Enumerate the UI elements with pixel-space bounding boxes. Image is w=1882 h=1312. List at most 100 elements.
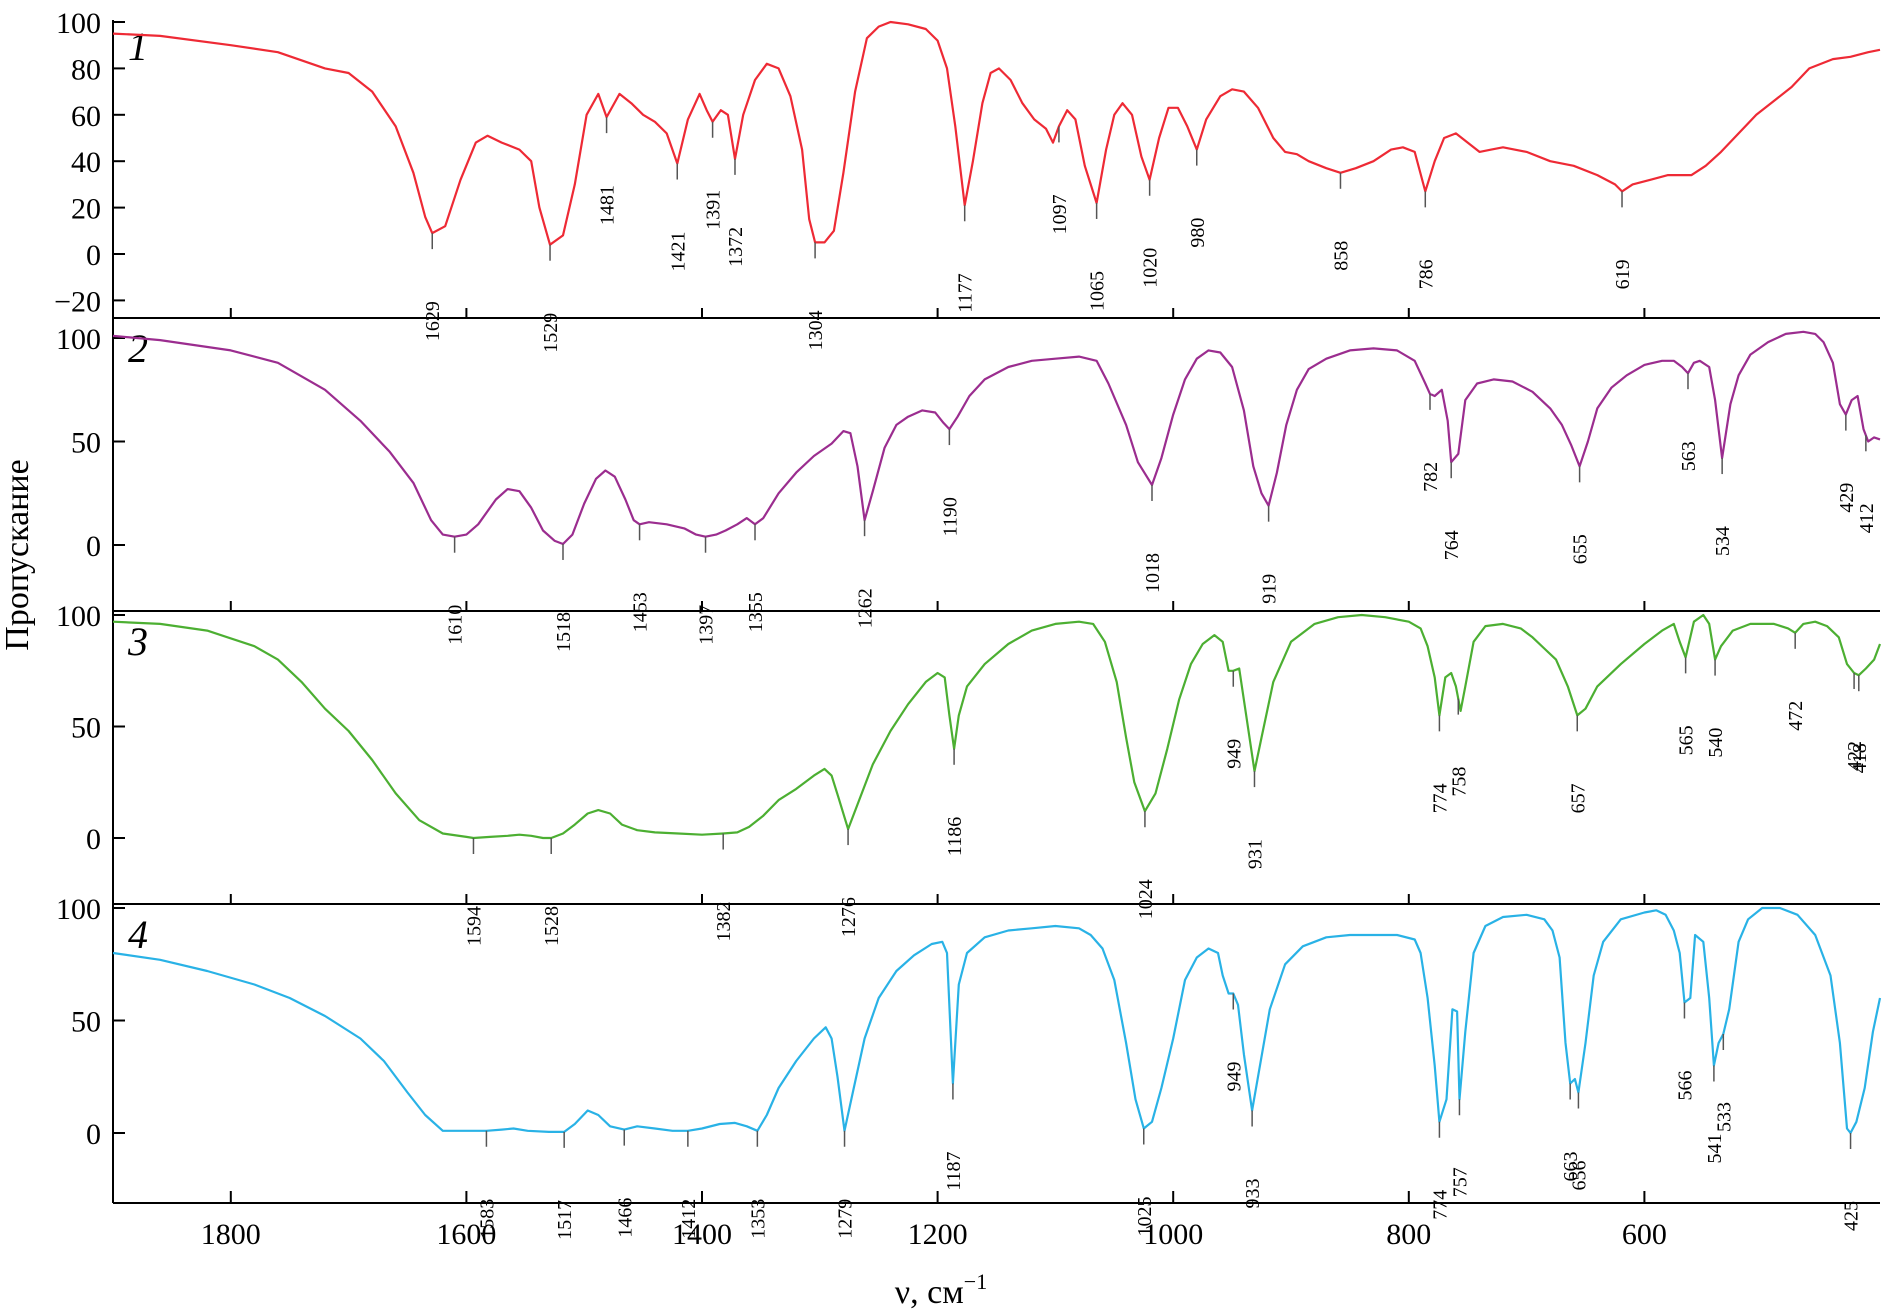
peak-label: 1024 (1135, 879, 1157, 919)
peak-label: 534 (1712, 526, 1734, 556)
peak-label: 1025 (1134, 1197, 1156, 1237)
x-tick-label: 1800 (201, 1218, 261, 1251)
x-tick-label: 800 (1386, 1218, 1431, 1251)
peak-label: 858 (1331, 241, 1353, 271)
peak-label: 1594 (464, 906, 486, 946)
peak-label: 1583 (476, 1199, 498, 1239)
peak-label: 757 (1450, 1167, 1472, 1197)
peak-label: 1353 (747, 1199, 769, 1239)
peak-label: 1421 (667, 232, 689, 272)
y-tick-label: 0 (86, 1118, 101, 1151)
peak-label: 1097 (1049, 194, 1071, 234)
x-tick-label: 600 (1622, 1218, 1667, 1251)
y-tick-label: −20 (54, 285, 101, 318)
y-tick-label: 50 (71, 712, 101, 745)
peak-label: 657 (1567, 783, 1589, 813)
spectrum-line-4 (112, 906, 1882, 1135)
peak-label: 566 (1675, 1071, 1697, 1101)
peak-label: 933 (1242, 1179, 1264, 1209)
peak-label: 758 (1448, 767, 1470, 797)
peak-label: 563 (1678, 441, 1700, 471)
y-tick-label: 100 (56, 7, 101, 40)
peak-label: 782 (1420, 462, 1442, 492)
x-tick-label: 1400 (672, 1218, 732, 1251)
y-tick-label: 50 (71, 1006, 101, 1039)
peak-label: 1481 (597, 185, 619, 225)
peak-label: 1177 (955, 273, 977, 312)
x-axis: 1800 1600 1400 1200 1000 800 600 (201, 308, 1667, 1251)
peak-label: 1382 (713, 902, 735, 942)
panel-number-label: 2 (128, 326, 148, 371)
peak-label: 541 (1704, 1134, 1726, 1164)
spectrum-line-1 (112, 20, 1881, 246)
plot-frame (112, 20, 1880, 1204)
peak-label: 540 (1705, 728, 1727, 758)
peak-label: 429 (1836, 483, 1858, 513)
peak-label: 412 (1856, 503, 1878, 533)
peak-label: 1262 (855, 588, 877, 628)
peak-label: 619 (1612, 259, 1634, 289)
x-tick-label: 1200 (908, 1218, 968, 1251)
peak-label: 1529 (540, 313, 562, 353)
peak-label: 1355 (745, 592, 767, 632)
peak-label: 1629 (422, 301, 444, 341)
peak-label: 774 (1429, 1190, 1451, 1220)
peak-label: 1276 (838, 897, 860, 937)
peak-label: 949 (1223, 1062, 1245, 1092)
panel-3: 100 50 0 3 1594 1528 1382 1276 1186 1024 949 931 774… (56, 600, 1882, 946)
peak-label: 1187 (943, 1152, 965, 1191)
peak-label: 1018 (1142, 553, 1164, 593)
peak-label: 1528 (541, 906, 563, 946)
peak-label: 425 (1841, 1201, 1863, 1231)
peak-label: 1372 (725, 227, 747, 267)
peak-label: 1517 (554, 1200, 576, 1240)
x-axis-title: ν, см−1 (895, 1269, 987, 1311)
x-axis-title-text: ν, см (895, 1274, 964, 1311)
peak-label: 1186 (944, 817, 966, 856)
peak-label: 656 (1568, 1161, 1590, 1191)
peak-label: 1391 (703, 190, 725, 230)
peak-label: 1453 (630, 592, 652, 632)
x-axis-title-superscript: −1 (964, 1269, 987, 1294)
peak-label: 949 (1223, 739, 1245, 769)
peak-label: 1397 (696, 605, 718, 645)
spectrum-line-3 (112, 613, 1882, 840)
y-tick-label: 60 (71, 100, 101, 133)
y-axis-title: Пропускание (0, 459, 36, 650)
peak-label: 1190 (939, 497, 961, 536)
peak-label: 931 (1245, 839, 1267, 869)
peak-label: 1279 (835, 1199, 857, 1239)
x-tick-label: 1600 (436, 1218, 496, 1251)
y-tick-label: 0 (86, 239, 101, 272)
peak-label: 422 (1844, 741, 1866, 771)
y-tick-label: 0 (86, 530, 101, 563)
peak-label: 764 (1441, 530, 1463, 560)
peak-label: 980 (1187, 218, 1209, 248)
peak-label: 1518 (553, 612, 575, 652)
y-tick-label: 40 (71, 146, 101, 179)
peak-label: 565 (1676, 725, 1698, 755)
y-tick-label: 100 (56, 600, 101, 633)
y-tick-label: 80 (71, 53, 101, 86)
y-tick-label: 100 (56, 893, 101, 926)
y-tick-label: 20 (71, 193, 101, 226)
peak-label: 1020 (1140, 248, 1162, 288)
panel-4: 100 50 0 4 1583 1517 1466 1412 1353 1279 1187 1025 9… (56, 893, 1882, 1240)
peak-label: 533 (1713, 1102, 1735, 1132)
peak-label: 1412 (678, 1199, 700, 1239)
y-tick-label: 100 (56, 323, 101, 356)
y-tick-label: 50 (71, 427, 101, 460)
peak-label: 1610 (445, 605, 467, 645)
peak-label: 1304 (805, 310, 827, 350)
panel-number-label: 1 (128, 24, 148, 69)
peak-label: 786 (1415, 259, 1437, 289)
peak-label: 655 (1570, 534, 1592, 564)
peak-label: 418 (1849, 743, 1871, 773)
y-tick-label: 0 (86, 823, 101, 856)
panel-number-label: 4 (128, 912, 148, 957)
peak-label: 663 (1560, 1152, 1582, 1182)
peak-label: 1466 (614, 1198, 636, 1238)
peak-label: 774 (1429, 783, 1451, 813)
